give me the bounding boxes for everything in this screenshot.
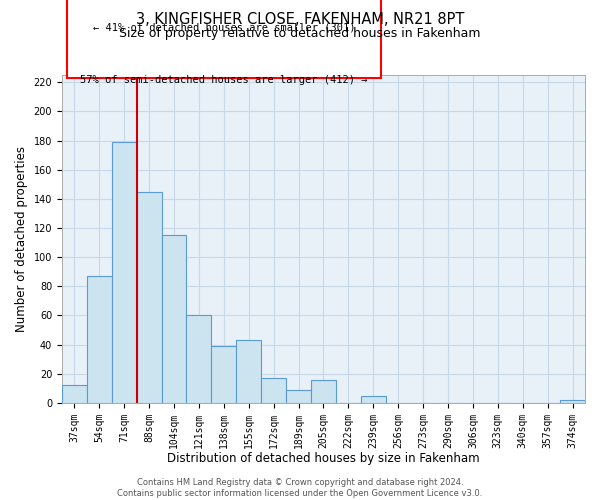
Text: 3, KINGFISHER CLOSE, FAKENHAM, NR21 8PT: 3, KINGFISHER CLOSE, FAKENHAM, NR21 8PT bbox=[136, 12, 464, 28]
Text: Size of property relative to detached houses in Fakenham: Size of property relative to detached ho… bbox=[119, 28, 481, 40]
Bar bbox=[211, 346, 236, 403]
Bar bbox=[62, 386, 87, 403]
Bar bbox=[187, 316, 211, 403]
Bar bbox=[236, 340, 261, 403]
Bar bbox=[560, 400, 585, 403]
Bar bbox=[361, 396, 386, 403]
Bar bbox=[261, 378, 286, 403]
Text: 57% of semi-detached houses are larger (412) →: 57% of semi-detached houses are larger (… bbox=[80, 75, 368, 85]
X-axis label: Distribution of detached houses by size in Fakenham: Distribution of detached houses by size … bbox=[167, 452, 480, 465]
Bar bbox=[286, 390, 311, 403]
FancyBboxPatch shape bbox=[67, 0, 381, 78]
Text: ← 41% of detached houses are smaller (301): ← 41% of detached houses are smaller (30… bbox=[93, 22, 355, 32]
Bar bbox=[311, 380, 336, 403]
Bar bbox=[161, 236, 187, 403]
Bar bbox=[87, 276, 112, 403]
Y-axis label: Number of detached properties: Number of detached properties bbox=[15, 146, 28, 332]
Text: Contains HM Land Registry data © Crown copyright and database right 2024.
Contai: Contains HM Land Registry data © Crown c… bbox=[118, 478, 482, 498]
Bar bbox=[112, 142, 137, 403]
Bar bbox=[137, 192, 161, 403]
